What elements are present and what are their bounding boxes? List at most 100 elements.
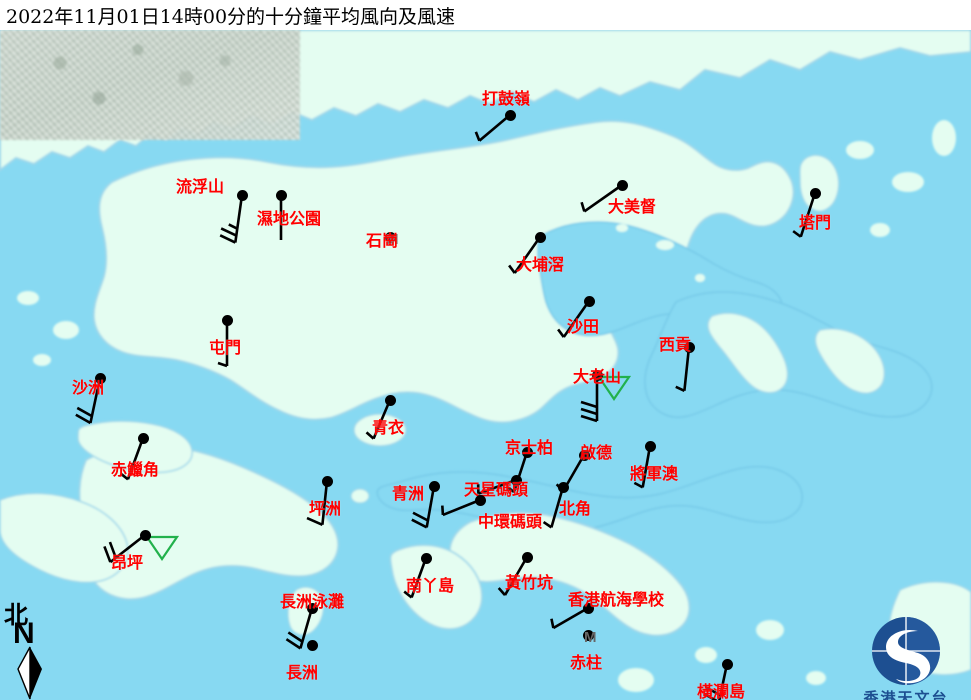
coastline-layer <box>0 30 971 700</box>
wind-barb-icon <box>580 375 599 423</box>
station-dot <box>583 630 594 641</box>
station-dot <box>385 395 396 406</box>
wind-barb-icon <box>508 236 542 274</box>
station-label: 塔門 <box>799 213 832 232</box>
station-label: 天星碼頭 <box>464 480 529 499</box>
station-dot <box>579 450 590 461</box>
wind-barb-icon <box>557 300 591 338</box>
station-label: 香港航海學校 <box>568 590 665 609</box>
title-bar: 2022年11月01日14時00分的十分鐘平均風向及風速 <box>0 0 971 30</box>
station-dot <box>810 188 821 199</box>
station-label: 赤柱 <box>570 653 603 672</box>
islet-ne-4 <box>870 223 890 237</box>
wind-barb-icon <box>75 377 102 425</box>
islet-ne-2 <box>892 172 924 192</box>
wind-barb-icon <box>633 445 652 489</box>
gust-triangle-icon <box>144 535 180 561</box>
station-label: 沙田 <box>567 317 600 336</box>
station-label: 西貢 <box>659 335 692 354</box>
station-dot <box>322 476 333 487</box>
wind-barb-icon <box>474 114 511 142</box>
station-label: 沙洲 <box>72 378 105 397</box>
station-label: 屯門 <box>209 338 242 357</box>
map-canvas: 打鼓嶺 流浮山 濕地公園 M 石崗 大美督 塔門 大埔滘 沙田 西貢 大老山 屯門 沙洲 赤鱲角 青衣 坪洲青… <box>0 30 971 700</box>
hko-name-cn: 香港天文台 <box>863 689 949 700</box>
station-dot <box>222 315 233 326</box>
land-se-islet-2 <box>806 671 826 685</box>
islet-ne-3 <box>932 120 956 156</box>
islet-tolo-3 <box>616 224 628 232</box>
wind-barb-icon <box>476 478 517 495</box>
land-sai-kung-peninsula <box>707 312 789 394</box>
station-dot <box>307 603 318 614</box>
wind-barb-icon <box>675 346 691 392</box>
land-chek-lap-kok <box>77 420 193 474</box>
station-label: 昂坪 <box>111 553 144 572</box>
station-label: 長洲 <box>286 663 319 682</box>
compass-needle <box>17 646 42 700</box>
station-dot <box>138 433 149 444</box>
land-se-islet-1 <box>756 620 784 640</box>
wind-barb-icon <box>497 556 529 596</box>
water-victoria-harbour <box>376 465 803 533</box>
missing-data-indicator: M <box>584 629 597 646</box>
station-label: 將軍澳 <box>630 464 679 483</box>
station-label: 打鼓嶺 <box>482 89 531 108</box>
hko-logo: 香港天文台 HONG KONG OBSERVATORY <box>846 615 966 700</box>
wind-barb-icon <box>119 437 145 481</box>
land-waglan-islet <box>695 647 717 663</box>
wind-barb-icon <box>103 533 146 564</box>
station-label: 南丫島 <box>406 576 455 595</box>
wind-barb-icon <box>365 399 392 440</box>
wind-barb-icon <box>217 320 229 368</box>
station-label: 流浮山 <box>176 177 225 196</box>
wind-barb-icon <box>542 486 565 529</box>
station-dot <box>421 553 432 564</box>
land-high-island <box>814 328 886 394</box>
station-dot <box>385 232 396 243</box>
islet-tolo-1 <box>656 240 674 250</box>
station-label: 石崗 <box>366 231 399 250</box>
land-sha-chau <box>53 321 79 339</box>
station-label: 北角 <box>559 499 592 518</box>
land-tsing-yi <box>353 413 407 447</box>
land-west-islet-1 <box>33 354 51 366</box>
station-dot <box>237 190 248 201</box>
wind-barb-icon <box>580 183 623 213</box>
station-label: 長洲泳灘 <box>280 592 345 611</box>
station-dot <box>522 552 533 563</box>
wind-barb-icon <box>219 194 244 244</box>
station-dot <box>140 530 151 541</box>
wind-barb-icon <box>411 485 436 529</box>
station-dot <box>522 447 533 458</box>
station-dot <box>475 495 486 506</box>
islet-ne-1 <box>846 141 874 159</box>
land-tap-mun <box>799 154 840 212</box>
station-label: 青洲 <box>392 484 425 503</box>
station-label: 大美督 <box>608 197 657 216</box>
page-title: 2022年11月01日14時00分的十分鐘平均風向及風速 <box>6 6 456 28</box>
station-label: 濕地公園 <box>257 209 322 228</box>
land-sw-corner <box>0 492 129 584</box>
station-dot <box>592 370 603 381</box>
station-label: 中環碼頭 <box>478 512 543 531</box>
compass-rose: 北 N <box>4 595 64 700</box>
wind-barb-icon <box>550 606 589 630</box>
wind-barb-icon <box>285 607 314 650</box>
station-label: 黃竹坑 <box>505 573 554 592</box>
station-dot <box>645 441 656 452</box>
station-dot <box>429 481 440 492</box>
wind-barb-icon <box>703 663 729 700</box>
station-dot <box>684 342 695 353</box>
islet-tolo-2 <box>695 274 705 282</box>
station-dot <box>617 180 628 191</box>
station-dot <box>307 640 318 651</box>
station-dot <box>583 603 594 614</box>
station-dot <box>584 296 595 307</box>
station-label: 大埔滘 <box>516 255 565 274</box>
wind-barb-icon <box>792 192 817 238</box>
station-dot <box>722 659 733 670</box>
land-lamma-island <box>389 544 483 630</box>
station-dot <box>276 190 287 201</box>
